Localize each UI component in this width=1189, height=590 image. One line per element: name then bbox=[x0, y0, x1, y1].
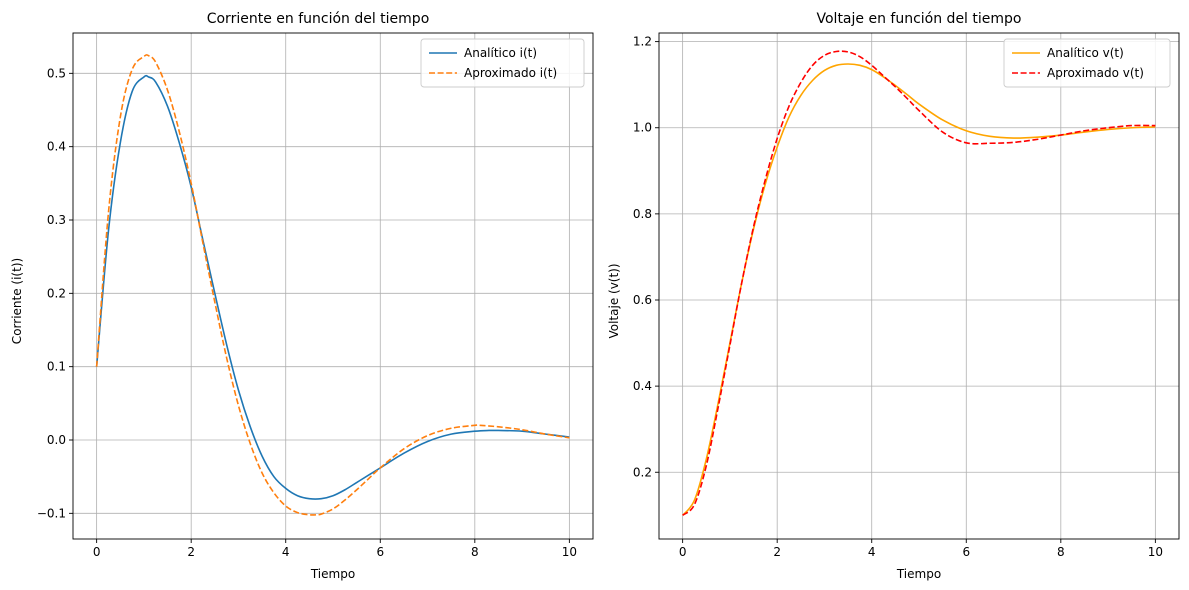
current-legend-label-1: Aproximado i(t) bbox=[464, 66, 557, 80]
voltage-chart-ylabel: Voltaje (v(t)) bbox=[607, 263, 621, 338]
current-ytick-label-1: 0.0 bbox=[47, 433, 66, 447]
current-chart: Corriente en función del tiempo Tiempo C… bbox=[10, 11, 594, 581]
voltage-series-line-1 bbox=[682, 50, 1156, 516]
current-legend-label-0: Analítico i(t) bbox=[464, 46, 537, 60]
voltage-chart-title: Voltaje en función del tiempo bbox=[817, 11, 1022, 27]
current-legend: Analítico i(t) Aproximado i(t) bbox=[420, 38, 585, 88]
voltage-legend-box bbox=[1003, 38, 1171, 88]
voltage-ytick-label-3: 0.8 bbox=[633, 207, 652, 221]
current-ytick-label-4: 0.3 bbox=[47, 213, 66, 227]
voltage-chart: Voltaje en función del tiempo Tiempo Vol… bbox=[607, 11, 1180, 581]
voltage-xtick-label-2: 4 bbox=[868, 545, 876, 559]
voltage-legend-label-1: Aproximado v(t) bbox=[1047, 66, 1144, 80]
current-xtick-label-0: 0 bbox=[93, 545, 101, 559]
current-ytick-label-2: 0.1 bbox=[47, 360, 66, 374]
voltage-ytick-label-0: 0.2 bbox=[633, 465, 652, 479]
voltage-xtick-label-1: 2 bbox=[773, 545, 781, 559]
voltage-plot-frame bbox=[658, 32, 1180, 540]
voltage-xtick-label-0: 0 bbox=[679, 545, 687, 559]
voltage-ytick-label-2: 0.6 bbox=[633, 293, 652, 307]
current-ytick-label-3: 0.2 bbox=[47, 286, 66, 300]
current-xtick-label-3: 6 bbox=[376, 545, 384, 559]
current-xtick-label-4: 8 bbox=[471, 545, 479, 559]
current-chart-ylabel: Corriente (i(t)) bbox=[10, 258, 24, 344]
current-ytick-label-5: 0.4 bbox=[47, 140, 66, 154]
voltage-xtick-label-4: 8 bbox=[1057, 545, 1065, 559]
current-ytick-label-0: −0.1 bbox=[37, 506, 66, 520]
voltage-ytick-label-4: 1.0 bbox=[633, 121, 652, 135]
voltage-xtick-label-3: 6 bbox=[962, 545, 970, 559]
voltage-legend: Analítico v(t) Aproximado v(t) bbox=[1003, 38, 1171, 88]
current-legend-box bbox=[420, 38, 585, 88]
current-chart-xlabel: Tiempo bbox=[310, 567, 355, 581]
current-xtick-label-1: 2 bbox=[187, 545, 195, 559]
current-ytick-label-6: 0.5 bbox=[47, 66, 66, 80]
current-xtick-label-5: 10 bbox=[562, 545, 577, 559]
current-series-line-0 bbox=[95, 74, 570, 500]
current-series-line-1 bbox=[95, 54, 570, 516]
voltage-chart-xlabel: Tiempo bbox=[896, 567, 941, 581]
current-plot-frame bbox=[72, 32, 594, 540]
voltage-xtick-label-5: 10 bbox=[1148, 545, 1163, 559]
voltage-ytick-label-5: 1.2 bbox=[633, 35, 652, 49]
voltage-legend-label-0: Analítico v(t) bbox=[1047, 46, 1124, 60]
voltage-ytick-label-1: 0.4 bbox=[633, 379, 652, 393]
current-xtick-label-2: 4 bbox=[282, 545, 290, 559]
current-chart-title: Corriente en función del tiempo bbox=[207, 11, 430, 27]
